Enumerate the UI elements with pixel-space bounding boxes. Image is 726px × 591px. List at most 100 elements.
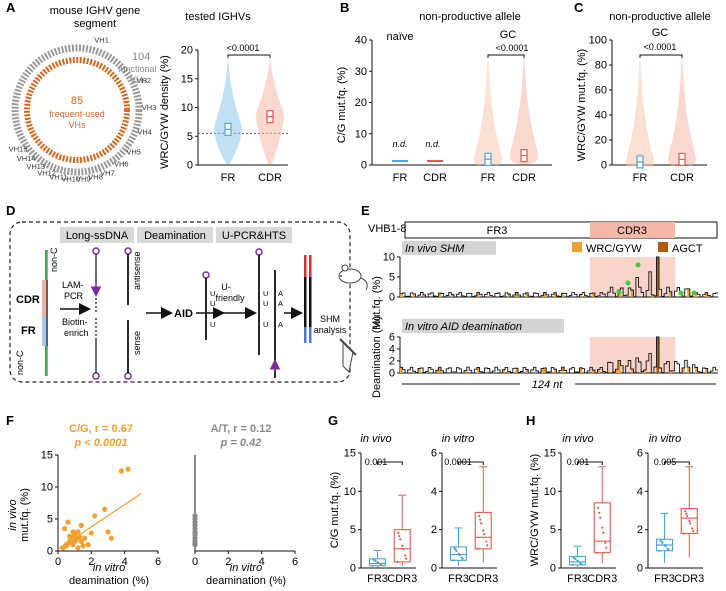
e-invivo-hotspot-bar <box>553 292 557 297</box>
ssdna-strands <box>90 247 132 380</box>
e-invivo-ytick-label: 0 <box>389 292 395 304</box>
g-invivo-ytick-label: 15 <box>344 448 356 460</box>
h-invivo-ytick-label: 15 <box>544 448 556 460</box>
sense-label: sense <box>132 331 142 355</box>
frequent-label-1: frequent-used <box>49 109 105 119</box>
e-invitro-hotspot-bar <box>615 369 618 373</box>
tube-icon <box>339 338 357 374</box>
e-invitro-hotspot-bar <box>682 367 685 373</box>
nonc-bot-label: non-C <box>15 350 25 375</box>
vh-family-labels: VH1VH2VH3VH4VH5VH6VH7VH8VH9VH10VH11VH12V… <box>9 35 157 183</box>
f-at-point <box>192 540 198 546</box>
f-cg-point <box>80 543 86 549</box>
e-invivo-hotspot-bar <box>525 292 529 297</box>
chart-c: 0 20 40 60 80 100 FR CDR WRC/GYW mut.fq. (%) <box>576 35 707 184</box>
h-invivo-xtick-label: FR3 <box>567 573 588 585</box>
panel-b-gc: GC <box>500 29 517 41</box>
g-invivo-ytick-label: 5 <box>350 524 356 536</box>
c-xtick-label: FR <box>633 172 648 184</box>
workflow-box <box>9 221 351 383</box>
f-at-xtick-label: 6 <box>292 556 298 568</box>
h-invitro-point <box>683 532 686 535</box>
a-ytick-label: 15 <box>181 73 193 85</box>
g-invivo-point <box>376 561 379 564</box>
f-at-xtick-label: 0 <box>192 556 198 568</box>
f-cg-ytick-label: 10 <box>41 482 53 494</box>
functional-label-1: functional <box>118 64 157 74</box>
lampcr-2: PCR <box>64 291 84 301</box>
a-xtick-label: FR <box>221 172 236 184</box>
e-invitro-hotspot-bar <box>453 371 457 373</box>
g-invivo-ytick-label: 10 <box>344 486 356 498</box>
legend-wrc: WRC/GYW <box>586 243 642 255</box>
at-title: A/T, r = 0.12 <box>211 423 272 435</box>
span-label: 124 nt <box>532 379 564 391</box>
a-ytick-label: 0 <box>187 160 193 172</box>
e-invitro-profile-line <box>400 336 718 374</box>
g-invitro-point <box>480 522 483 525</box>
e-invivo-hotspot-bar <box>656 257 660 297</box>
f-cg-point <box>67 533 73 539</box>
e-invitro-hotspot-bar <box>687 367 690 373</box>
vh-family-label: VH2 <box>137 76 152 85</box>
f-xlabel-2b: deamination (%) <box>206 575 286 587</box>
vh-family-label: VH14 <box>17 154 36 163</box>
c-ytick-label: 80 <box>595 60 607 72</box>
g-pvalue-1: 0.001 <box>365 457 388 467</box>
b-xtick-label: FR <box>481 172 496 184</box>
h-invitro-point <box>666 547 669 550</box>
c-ytick-label: 100 <box>589 35 607 47</box>
cdr3-region <box>590 222 675 238</box>
f-cg-point <box>88 530 94 536</box>
g-ylabel: C/G mut.fq. (%) <box>329 472 341 548</box>
h-invivo-point <box>601 526 604 529</box>
a-label-2: A <box>278 299 283 308</box>
mouse-icon <box>338 264 368 291</box>
c-ytick-label: 0 <box>601 160 607 172</box>
f-cg-ytick-label: 0 <box>47 546 53 558</box>
e-invivo-ytick-label: 5 <box>389 272 395 284</box>
functional-label-2: VHs <box>130 75 148 85</box>
g-invivo-point <box>371 564 374 567</box>
f-xlabel-1a: in vitro <box>93 562 125 574</box>
f-cg-regression-line <box>57 492 142 550</box>
h-invivo-point <box>598 511 601 514</box>
h-invitro-xtick-label: FR3 <box>654 573 675 585</box>
invitro-bg <box>402 319 564 333</box>
c-ytick-label: 40 <box>595 110 607 122</box>
c-fr-violin <box>626 46 654 167</box>
vh-family-label: VH10 <box>61 175 80 184</box>
g-invivo-point <box>401 544 404 547</box>
vh-family-label: VH6 <box>114 160 129 169</box>
chart-b: 0 10 20 30 40 FR CDR FR CDR C/G mut.fq. (%) <box>336 35 552 184</box>
step-pcr-bg <box>216 227 292 243</box>
gene-name: VHB1-8 <box>368 223 407 235</box>
e-invivo-hotspot-bar <box>412 293 416 297</box>
frequent-label-2: VHs <box>68 120 86 130</box>
f-xlabel-2a: deamination (%) <box>69 575 149 587</box>
legend-wrc-swatch <box>572 242 582 252</box>
g-invitro-significance-bracket <box>458 461 484 465</box>
u-label-5: U <box>263 299 268 308</box>
b-xtick-label: FR <box>393 172 408 184</box>
step-deam-bg <box>137 227 213 243</box>
nonc-top-bar <box>45 250 48 280</box>
a-ytick-label: 20 <box>181 45 193 57</box>
h-invitro-significance-bracket <box>664 461 690 465</box>
a-ytick-label: 10 <box>181 102 193 114</box>
vh-family-label: VH12 <box>37 168 56 177</box>
e-invitro-hotspot-bar <box>502 369 506 373</box>
nonc-top-label: non-C <box>49 247 59 272</box>
e-invitro-hotspot-bar <box>543 367 547 373</box>
e-invivo-hotspot-bar <box>694 292 698 297</box>
pcr-strands <box>255 248 281 378</box>
step-upcr-hts: U-PCR&HTS <box>222 230 286 242</box>
e-invitro-hotspot-bar <box>417 368 421 373</box>
ighv-ring-diagram <box>11 44 143 176</box>
e-invivo-hotspot-bar <box>561 293 565 297</box>
e-hotspot-marker <box>625 280 631 286</box>
panel-a-title-1: mouse IGHV gene <box>50 5 141 17</box>
f-cg-point <box>78 522 84 529</box>
